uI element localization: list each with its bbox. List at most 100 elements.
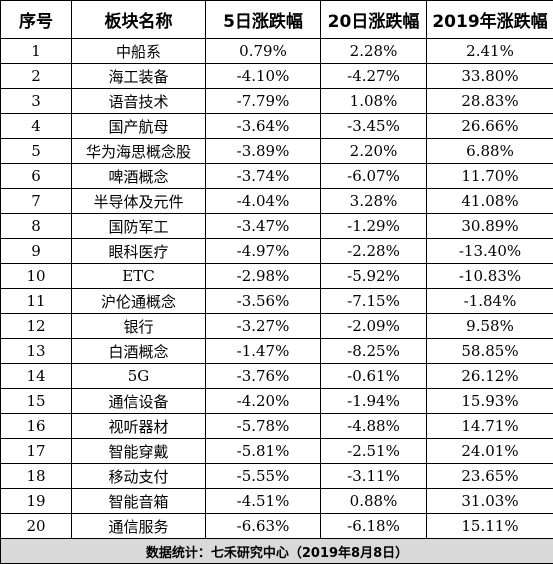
cell-change-2019: 30.89% [427, 214, 553, 239]
cell-change-2019: -10.83% [427, 264, 553, 289]
cell-change-20d: 1.08% [321, 89, 427, 114]
cell-change-20d: -2.51% [321, 439, 427, 464]
cell-change-5d: -3.89% [206, 139, 321, 164]
cell-sector-name: 银行 [72, 314, 206, 339]
cell-change-5d: -3.27% [206, 314, 321, 339]
cell-change-2019: 28.83% [427, 89, 553, 114]
cell-sector-name: 国产航母 [72, 114, 206, 139]
cell-change-20d: 0.88% [321, 489, 427, 514]
cell-rank: 13 [1, 339, 72, 364]
cell-rank: 8 [1, 214, 72, 239]
header-rank: 序号 [1, 1, 72, 39]
cell-rank: 19 [1, 489, 72, 514]
cell-sector-name: 半导体及元件 [72, 189, 206, 214]
cell-rank: 10 [1, 264, 72, 289]
cell-sector-name: 通信服务 [72, 514, 206, 539]
cell-sector-name: 智能音箱 [72, 489, 206, 514]
cell-change-2019: 2.41% [427, 39, 553, 64]
cell-change-2019: 15.11% [427, 514, 553, 539]
cell-change-2019: 11.70% [427, 164, 553, 189]
cell-change-20d: -6.07% [321, 164, 427, 189]
header-row: 序号 板块名称 5日涨跌幅 20日涨跌幅 2019年涨跌幅 [1, 1, 553, 39]
cell-sector-name: 海工装备 [72, 64, 206, 89]
cell-change-5d: -4.51% [206, 489, 321, 514]
cell-change-5d: -4.20% [206, 389, 321, 414]
cell-rank: 11 [1, 289, 72, 314]
cell-change-2019: 14.71% [427, 414, 553, 439]
cell-rank: 15 [1, 389, 72, 414]
cell-sector-name: 中船系 [72, 39, 206, 64]
cell-change-5d: -5.55% [206, 464, 321, 489]
cell-change-20d: -4.27% [321, 64, 427, 89]
header-change-2019: 2019年涨跌幅 [427, 1, 553, 39]
cell-change-2019: 31.03% [427, 489, 553, 514]
cell-sector-name: 5G [72, 364, 206, 389]
table-footer: 数据统计：七禾研究中心（2019年8月8日） [1, 539, 553, 564]
header-sector-name: 板块名称 [72, 1, 206, 39]
cell-change-2019: 26.66% [427, 114, 553, 139]
cell-change-5d: -2.98% [206, 264, 321, 289]
cell-change-5d: -3.76% [206, 364, 321, 389]
cell-change-5d: -4.97% [206, 239, 321, 264]
cell-change-5d: 0.79% [206, 39, 321, 64]
cell-change-5d: -5.81% [206, 439, 321, 464]
cell-sector-name: 国防军工 [72, 214, 206, 239]
header-change-5d: 5日涨跌幅 [206, 1, 321, 39]
cell-sector-name: 视听器材 [72, 414, 206, 439]
cell-rank: 17 [1, 439, 72, 464]
cell-change-2019: 58.85% [427, 339, 553, 364]
data-source-note: 数据统计：七禾研究中心（2019年8月8日） [1, 539, 553, 564]
cell-rank: 12 [1, 314, 72, 339]
cell-change-2019: 6.88% [427, 139, 553, 164]
cell-change-20d: -0.61% [321, 364, 427, 389]
cell-change-20d: -1.94% [321, 389, 427, 414]
cell-sector-name: 沪伦通概念 [72, 289, 206, 314]
cell-change-2019: -13.40% [427, 239, 553, 264]
cell-change-20d: -6.18% [321, 514, 427, 539]
cell-change-2019: 26.12% [427, 364, 553, 389]
cell-rank: 3 [1, 89, 72, 114]
cell-change-5d: -6.63% [206, 514, 321, 539]
cell-change-2019: 41.08% [427, 189, 553, 214]
cell-change-20d: -7.15% [321, 289, 427, 314]
cell-change-20d: -3.11% [321, 464, 427, 489]
cell-change-5d: -5.78% [206, 414, 321, 439]
cell-change-2019: 24.01% [427, 439, 553, 464]
cell-change-5d: -3.64% [206, 114, 321, 139]
cell-sector-name: 华为海思概念股 [72, 139, 206, 164]
cell-change-20d: -1.29% [321, 214, 427, 239]
cell-rank: 9 [1, 239, 72, 264]
cell-change-20d: 2.20% [321, 139, 427, 164]
cell-sector-name: 智能穿戴 [72, 439, 206, 464]
cell-sector-name: 白酒概念 [72, 339, 206, 364]
cell-change-5d: -3.56% [206, 289, 321, 314]
cell-change-5d: -7.79% [206, 89, 321, 114]
cell-rank: 5 [1, 139, 72, 164]
cell-change-5d: -4.04% [206, 189, 321, 214]
cell-change-5d: -3.47% [206, 214, 321, 239]
cell-sector-name: 移动支付 [72, 464, 206, 489]
cell-rank: 7 [1, 189, 72, 214]
cell-rank: 16 [1, 414, 72, 439]
